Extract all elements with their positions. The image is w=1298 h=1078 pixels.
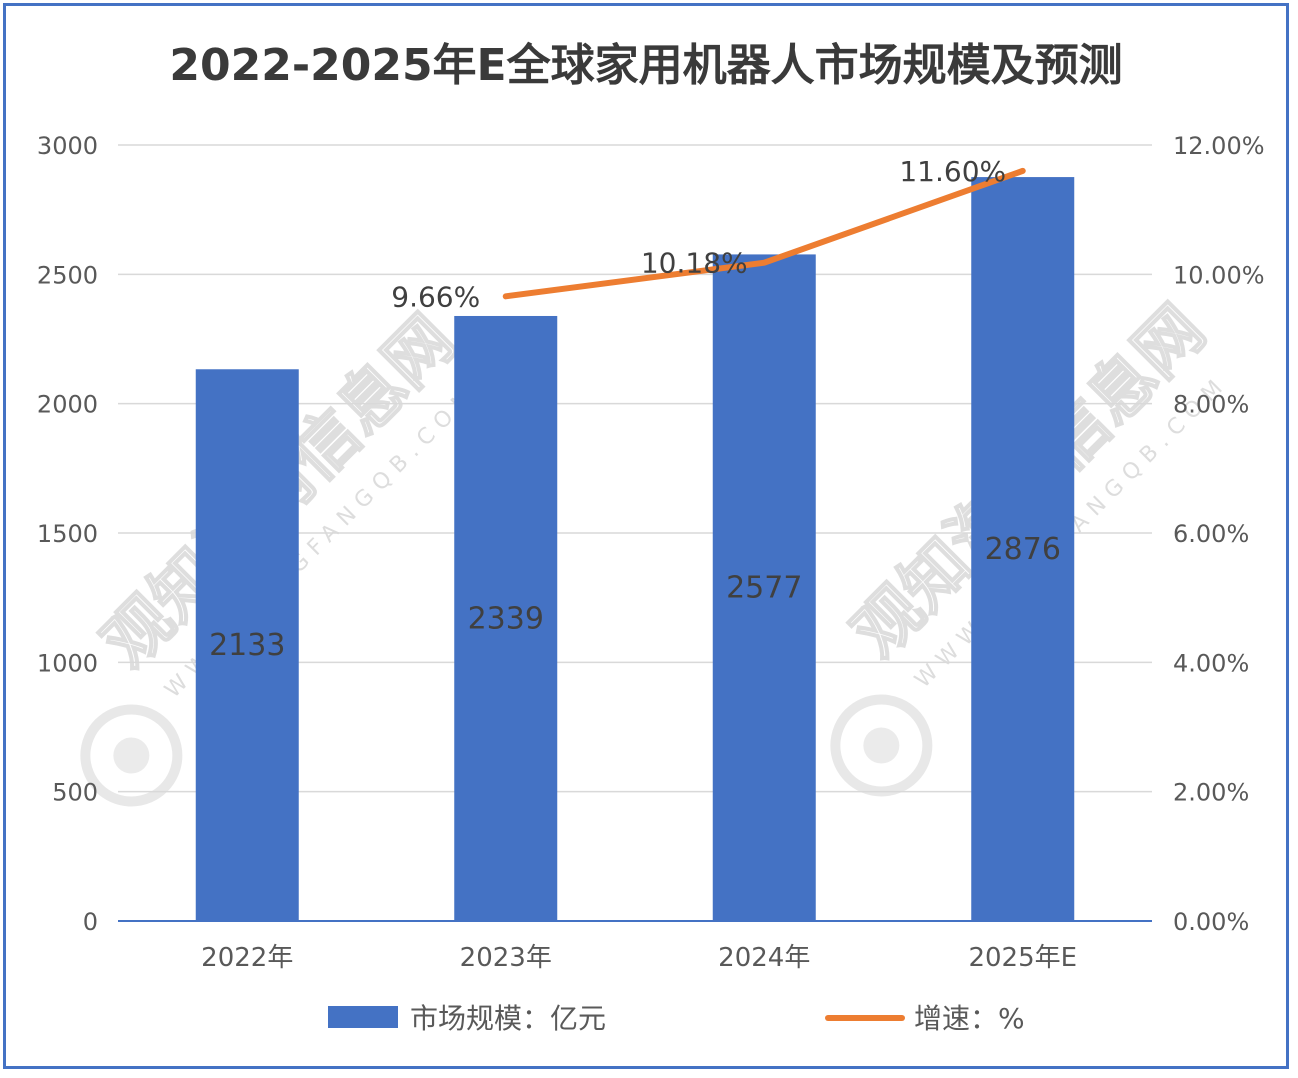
- line-data-label: 11.60%: [899, 155, 1006, 188]
- x-category-label: 2025年E: [968, 943, 1077, 973]
- y-left-tick-label: 1500: [37, 520, 98, 548]
- y-left-tick-label: 1000: [37, 649, 98, 677]
- growth-line: [502, 167, 1026, 300]
- y-left-tick-label: 3000: [37, 132, 98, 160]
- legend: 市场规模：亿元 增速：%: [328, 1002, 1025, 1035]
- bar-series: 2133 2339 2577 2876: [195, 177, 1075, 922]
- y-right-tick-label: 4.00%: [1173, 649, 1249, 677]
- line-data-label: 9.66%: [391, 280, 480, 313]
- axes: 0 0.00% 500 2.00% 1000 4.00% 1500 6.00% 2000 8.00…: [37, 132, 1265, 973]
- watermark-logo-dot-icon: [863, 727, 900, 764]
- legend-line-label: 增速：%: [914, 1002, 1025, 1035]
- y-right-tick-label: 6.00%: [1173, 520, 1249, 548]
- y-left-tick-label: 2000: [37, 391, 98, 419]
- combo-chart: 观知海内信息网WWW.DONGFANGQB.COM观知海内信息网WWW.DONG…: [37, 40, 1265, 1035]
- y-right-tick-label: 2.00%: [1173, 779, 1249, 807]
- chart-title: 2022-2025年E全球家用机器人市场规模及预测: [169, 40, 1122, 91]
- y-right-tick-label: 0.00%: [1173, 908, 1249, 936]
- y-left-tick-label: 0: [83, 908, 98, 936]
- y-left-tick-label: 500: [52, 779, 98, 807]
- x-category-label: 2024年: [718, 943, 810, 973]
- bar: [712, 254, 816, 921]
- chart-frame: 观知海内信息网WWW.DONGFANGQB.COM观知海内信息网WWW.DONG…: [3, 3, 1289, 1069]
- watermark-logo-icon: [80, 704, 183, 807]
- x-category-label: 2022年: [201, 943, 293, 973]
- bar: [971, 177, 1075, 922]
- legend-bar-swatch: [328, 1006, 398, 1028]
- line-data-label: 10.18%: [641, 247, 748, 280]
- bar: [195, 369, 299, 921]
- bar: [454, 315, 558, 922]
- y-right-tick-label: 12.00%: [1173, 132, 1265, 160]
- watermark-logo-dot-icon: [113, 737, 150, 774]
- line-series: 9.66% 10.18% 11.60%: [391, 155, 1026, 313]
- legend-bar-label: 市场规模：亿元: [410, 1002, 606, 1035]
- y-right-tick-label: 8.00%: [1173, 391, 1249, 419]
- bar-data-label: 2133: [209, 628, 285, 663]
- bar-data-label: 2577: [726, 571, 802, 606]
- y-right-tick-label: 10.00%: [1173, 261, 1265, 289]
- bar-data-label: 2876: [985, 532, 1061, 567]
- x-category-label: 2023年: [460, 943, 552, 973]
- bar-data-label: 2339: [468, 601, 544, 636]
- y-left-tick-label: 2500: [37, 261, 98, 289]
- watermark-logo-icon: [830, 694, 933, 797]
